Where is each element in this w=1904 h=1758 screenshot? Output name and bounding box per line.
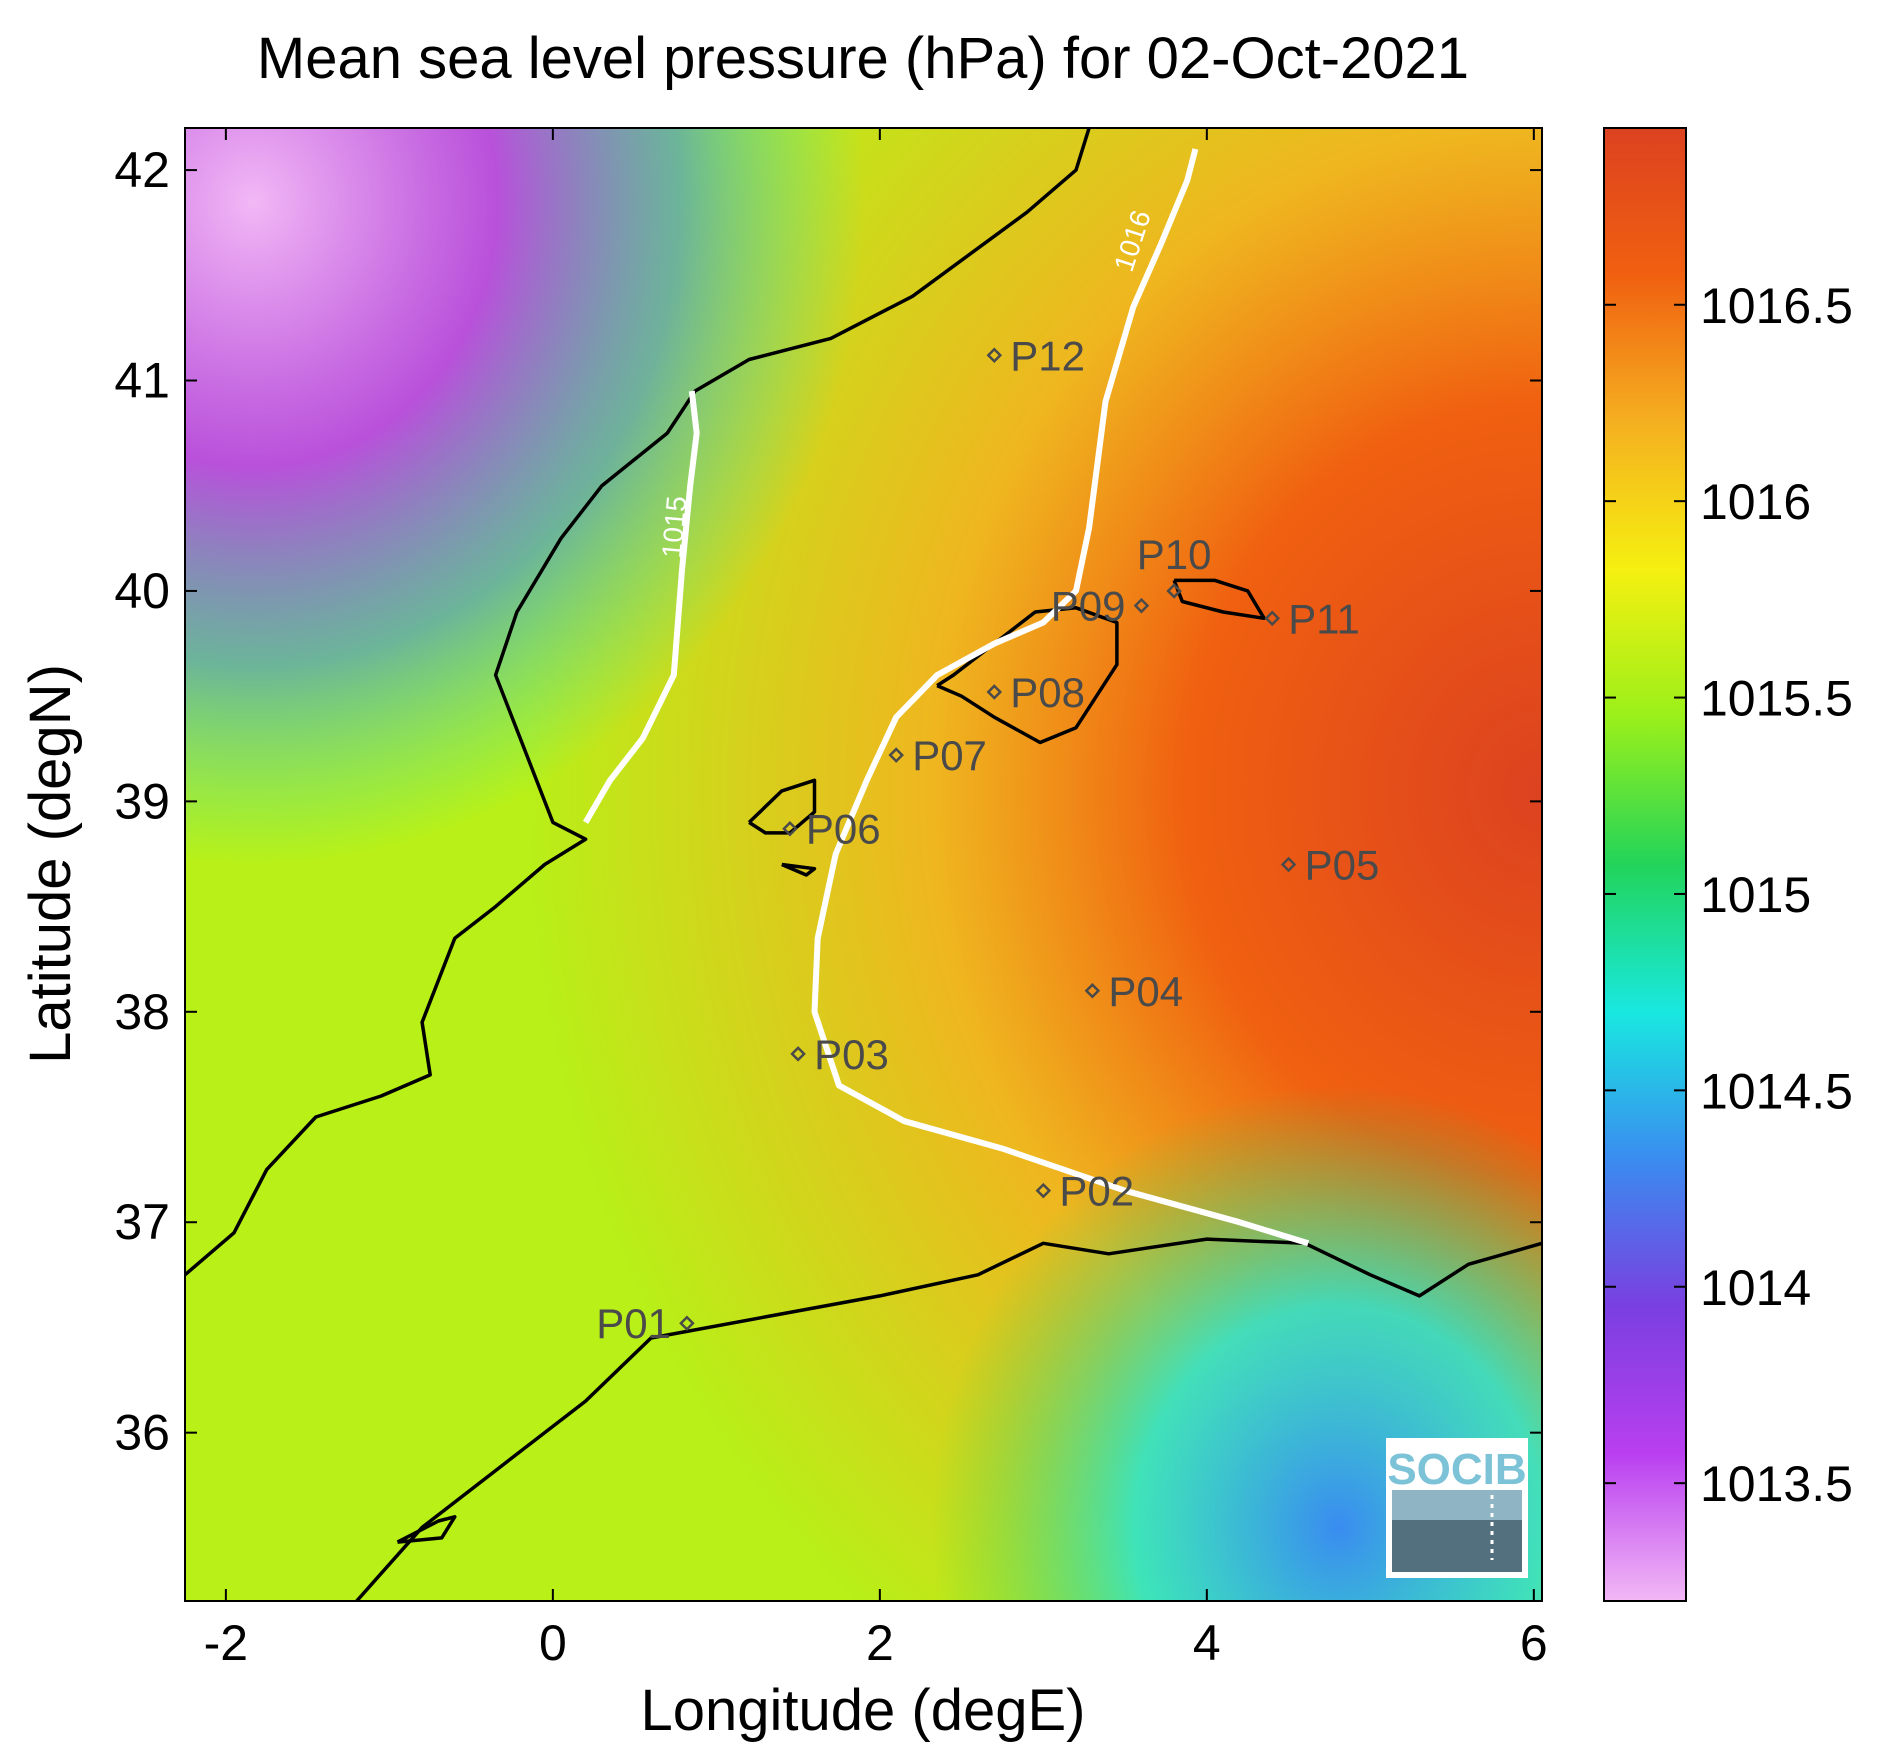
station-label: P06 [806,806,881,853]
station-label: P12 [1010,332,1085,379]
contour-label: 1015 [656,495,692,560]
station-label: P04 [1108,968,1183,1015]
y-tick-label: 38 [114,984,170,1040]
colorbar [1603,127,1687,1602]
coastline-formentera [781,862,817,877]
colorbar-tick-label: 1013.5 [1700,1456,1853,1512]
station-label: P01 [596,1300,671,1347]
y-tick-label: 42 [114,142,170,198]
station-label: P02 [1059,1168,1134,1215]
station-label: P08 [1010,669,1085,716]
colorbar-tick-label: 1015 [1700,867,1811,923]
y-axis-label: Latitude (degN) [18,664,83,1064]
coastline-ibiza [747,778,817,835]
coastline-iberia [185,128,1091,1277]
plot-frame [184,127,1543,1602]
map-title: Mean sea level pressure (hPa) for 02-Oct… [257,26,1469,91]
x-tick-label: -2 [204,1615,248,1671]
x-tick-label: 0 [539,1615,567,1671]
logo-text: SOCIB [1387,1445,1526,1494]
colorbar-tick-label: 1015.5 [1700,671,1853,727]
colorbar-ticks: 1013.5 1014 1014.5 1015 1015.5 1016 1016.5 [1604,278,1853,1512]
station-label: P07 [912,732,987,779]
station-label: P10 [1137,531,1212,578]
colorbar-tick-label: 1014 [1700,1260,1811,1316]
station-marker [1133,597,1150,614]
station-marker [1035,1182,1052,1199]
y-tick-label: 36 [114,1405,170,1461]
y-tick-label: 40 [114,563,170,619]
y-tick-label: 37 [114,1194,170,1250]
station-marker [1084,982,1101,999]
coastline-africa [355,1237,1542,1601]
station-marker [1280,856,1297,873]
x-axis: -2 0 2 4 6 [204,128,1548,1671]
station-marker [679,1315,695,1331]
colorbar-tick-label: 1016.5 [1700,278,1853,334]
x-tick-label: 4 [1193,1615,1221,1671]
station-label: P09 [1051,583,1126,630]
station-label: P03 [814,1031,889,1078]
x-tick-label: 2 [866,1615,894,1671]
station-marker [986,684,1003,700]
contour-1015 [583,390,700,824]
colorbar-tick-label: 1014.5 [1700,1063,1853,1119]
y-tick-label: 39 [114,773,170,829]
station-marker [1264,610,1280,627]
station-marker [1166,583,1182,599]
coastline-menorca [1172,578,1266,621]
contour-1016 [811,148,1310,1247]
station-marker [888,747,904,763]
colorbar-tick-label: 1016 [1700,474,1811,530]
station-marker [790,1046,806,1062]
socib-logo: SOCIB [1386,1438,1528,1578]
y-tick-label: 41 [114,353,170,409]
x-axis-label: Longitude (degE) [641,1678,1086,1743]
coastline-alboran [396,1515,457,1544]
station-label: P11 [1288,595,1360,642]
station-marker [986,347,1003,364]
station-label: P05 [1305,842,1380,889]
x-tick-label: 6 [1520,1615,1548,1671]
y-axis: 36 37 38 39 40 41 42 [114,142,1542,1461]
station-marker [782,820,798,837]
